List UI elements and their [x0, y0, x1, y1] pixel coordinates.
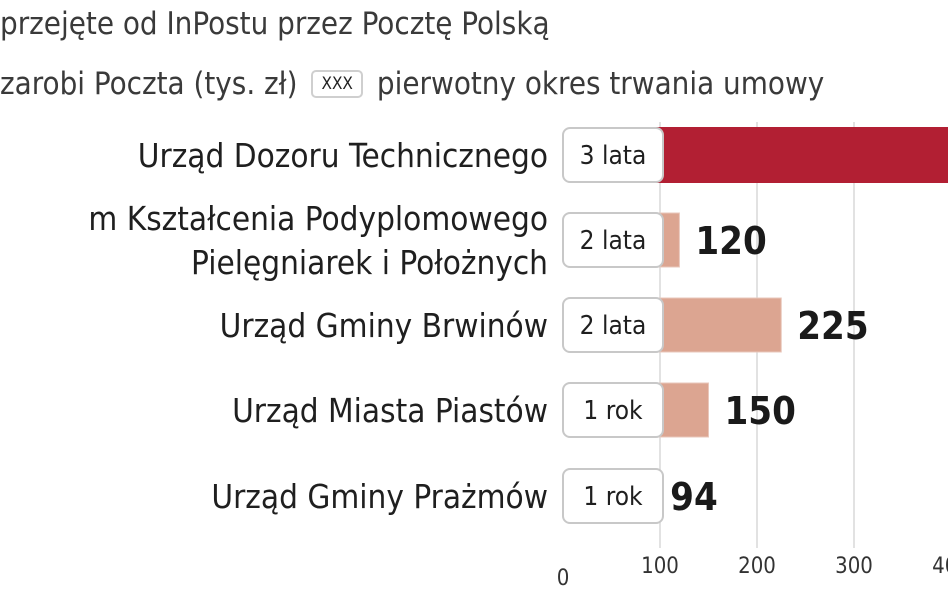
- legend-value-caption: zarobi Poczta (tys. zł): [0, 66, 298, 102]
- category-label: Urząd Miasta Piastów: [232, 391, 548, 430]
- category-label: m Kształcenia Podyplomowego: [88, 199, 548, 238]
- bar-value-label: 120: [695, 219, 766, 263]
- duration-label: 1 rok: [583, 396, 643, 426]
- category-label: Urząd Dozoru Technicznego: [138, 136, 548, 175]
- legend-duration-caption: pierwotny okres trwania umowy: [376, 66, 825, 102]
- duration-box: [562, 127, 664, 183]
- duration-box: [562, 212, 664, 268]
- duration-label: 2 lata: [580, 226, 647, 256]
- legend-line: zarobi Poczta (tys. zł) XXX pierwotny okre…: [0, 66, 824, 102]
- duration-box: [562, 468, 664, 524]
- category-label: Urząd Gminy Brwinów: [220, 306, 548, 345]
- bar: [620, 127, 948, 183]
- bar-value-label: 225: [797, 304, 868, 348]
- bar-value-label: 94: [670, 475, 718, 519]
- x-tick-label: 400: [932, 554, 948, 579]
- legend-duration-box: XXX: [311, 70, 363, 98]
- category-label: Pielęgniarek i Położnych: [191, 243, 548, 282]
- duration-box: [562, 297, 664, 353]
- x-tick-label: 0: [557, 566, 570, 591]
- x-tick-label: 100: [641, 554, 679, 579]
- duration-label: 2 lata: [580, 311, 647, 341]
- duration-label: 1 rok: [583, 482, 643, 512]
- duration-box: [562, 382, 664, 438]
- header-fade: [888, 0, 948, 120]
- category-label: Urząd Gminy Prażmów: [211, 477, 548, 516]
- x-tick-label: 200: [738, 554, 776, 579]
- bar-value-label: 150: [725, 389, 796, 433]
- x-tick-label: 300: [835, 554, 873, 579]
- chart-subtitle-line-1: przejęte od InPostu przez Pocztę Polską: [0, 6, 550, 42]
- subtitle-text-1: przejęte od InPostu przez Pocztę Polską: [0, 6, 550, 42]
- duration-label: 3 lata: [580, 141, 647, 171]
